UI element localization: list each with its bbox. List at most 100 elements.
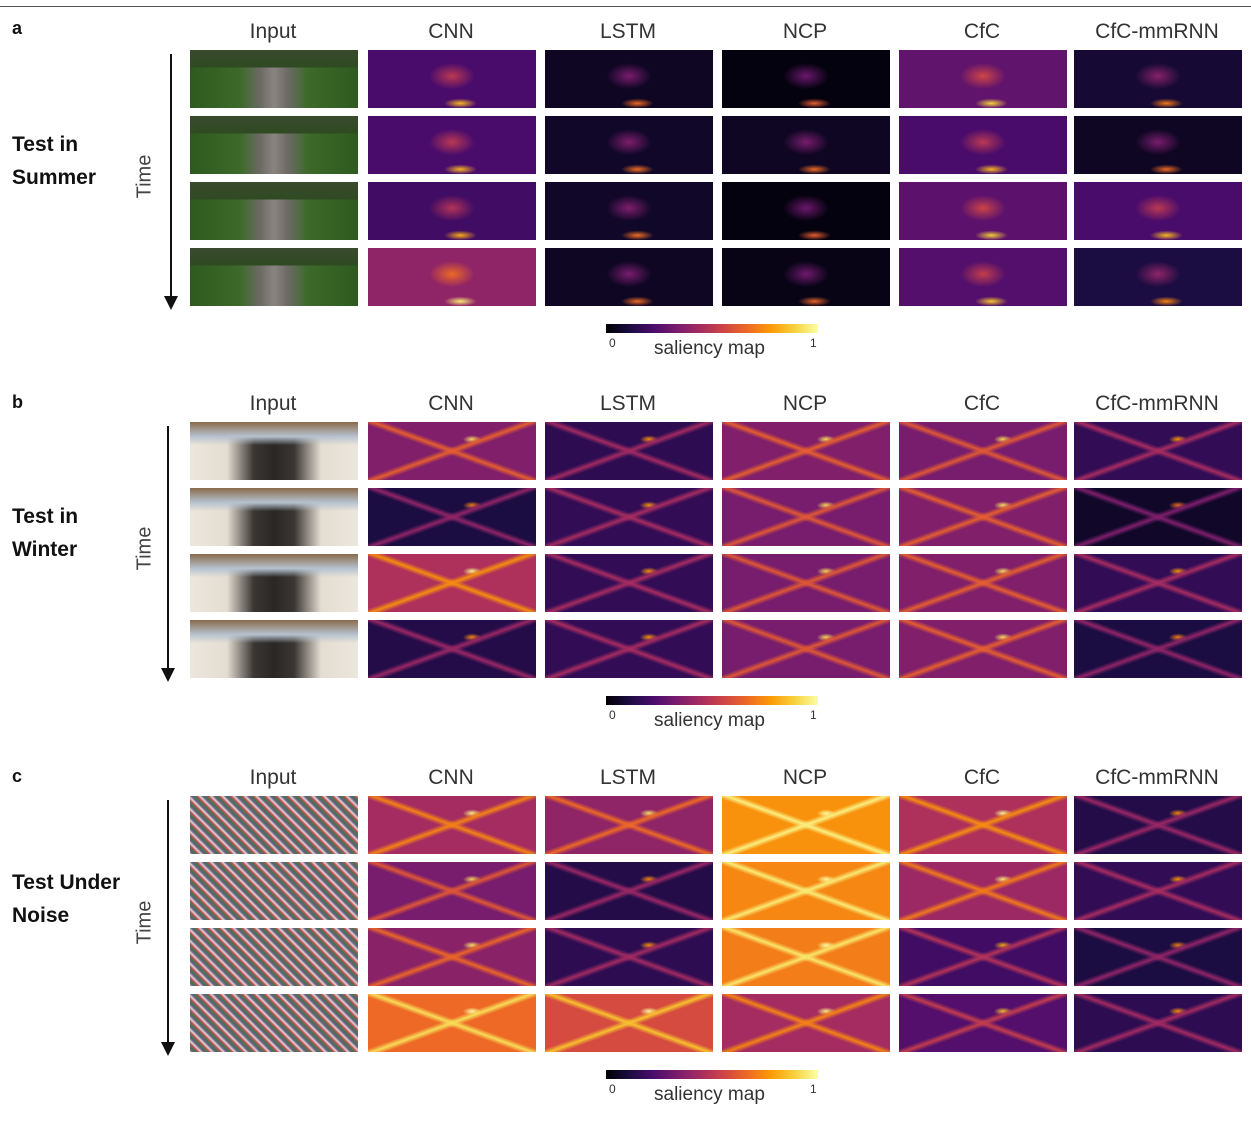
column-header-cfc: CfC [963, 766, 1001, 789]
input-frame [190, 796, 358, 854]
time-arrow-head [161, 668, 175, 682]
saliency-map-lstm [545, 862, 713, 920]
saliency-map-lstm [545, 488, 713, 546]
saliency-map-cfc [899, 928, 1067, 986]
saliency-map-ncp [722, 796, 890, 854]
saliency-map-cfc-mmrnn [1074, 248, 1242, 306]
saliency-map-cnn [368, 116, 536, 174]
panel-letter: b [12, 392, 23, 412]
input-frame [190, 620, 358, 678]
time-arrow-head [161, 1042, 175, 1056]
saliency-map-cfc [899, 488, 1067, 546]
input-frame [190, 862, 358, 920]
saliency-map-cfc-mmrnn [1074, 994, 1242, 1052]
colorbar-min-label: 0 [609, 1082, 616, 1096]
colorbar-label: saliency map [654, 1084, 765, 1105]
saliency-map-ncp [722, 182, 890, 240]
saliency-map-cfc-mmrnn [1074, 620, 1242, 678]
saliency-map-cfc-mmrnn [1074, 554, 1242, 612]
saliency-map-cfc-mmrnn [1074, 422, 1242, 480]
input-frame [190, 50, 358, 108]
column-header-input: Input [249, 392, 297, 415]
colorbar-label: saliency map [654, 710, 765, 731]
saliency-map-cnn [368, 620, 536, 678]
time-axis-label: Time [133, 154, 156, 199]
column-header-input: Input [249, 20, 297, 43]
time-axis-label: Time [133, 526, 156, 571]
panel-title: Test in Summer [12, 133, 97, 189]
column-header-cfc-mmrnn: CfC-mmRNN [1095, 766, 1219, 789]
panel-letter: c [12, 766, 23, 786]
saliency-map-cfc [899, 116, 1067, 174]
time-arrow-line [170, 54, 172, 298]
saliency-map-lstm [545, 50, 713, 108]
saliency-map-lstm [545, 182, 713, 240]
saliency-map-cfc-mmrnn [1074, 862, 1242, 920]
column-header-ncp: NCP [782, 20, 828, 43]
colorbar-label: saliency map [654, 338, 765, 359]
saliency-map-cfc [899, 248, 1067, 306]
input-frame [190, 248, 358, 306]
saliency-map-ncp [722, 116, 890, 174]
colorbar [606, 696, 818, 705]
column-header-cfc-mmrnn: CfC-mmRNN [1095, 392, 1219, 415]
saliency-map-ncp [722, 620, 890, 678]
column-header-cfc-mmrnn: CfC-mmRNN [1095, 20, 1219, 43]
column-header-lstm: LSTM [599, 766, 656, 789]
colorbar [606, 324, 818, 333]
saliency-map-cnn [368, 554, 536, 612]
panel-c: c Test Under Noise Time Input CNN LSTM NCP CfC C… [0, 756, 1251, 1128]
top-rule [0, 6, 1251, 7]
saliency-map-cfc [899, 50, 1067, 108]
saliency-map-lstm [545, 620, 713, 678]
saliency-map-lstm [545, 116, 713, 174]
input-frame [190, 488, 358, 546]
saliency-map-cnn [368, 422, 536, 480]
saliency-map-ncp [722, 554, 890, 612]
column-header-cnn: CNN [428, 392, 474, 415]
column-header-ncp: NCP [782, 392, 828, 415]
saliency-map-ncp [722, 928, 890, 986]
saliency-map-cfc [899, 796, 1067, 854]
column-header-input: Input [249, 766, 297, 789]
time-axis-label: Time [133, 900, 156, 945]
column-header-cfc: CfC [963, 392, 1001, 415]
time-arrow-line [167, 426, 169, 670]
saliency-map-cnn [368, 50, 536, 108]
input-frame [190, 116, 358, 174]
saliency-map-cfc-mmrnn [1074, 928, 1242, 986]
colorbar-max-label: 1 [810, 1082, 817, 1096]
input-frame [190, 554, 358, 612]
column-header-cnn: CNN [428, 20, 474, 43]
saliency-map-cnn [368, 248, 536, 306]
column-header-lstm: LSTM [599, 20, 656, 43]
saliency-map-cfc [899, 994, 1067, 1052]
colorbar-min-label: 0 [609, 336, 616, 350]
saliency-map-lstm [545, 928, 713, 986]
colorbar-max-label: 1 [810, 708, 817, 722]
saliency-map-lstm [545, 994, 713, 1052]
saliency-map-cfc [899, 554, 1067, 612]
saliency-map-cfc-mmrnn [1074, 796, 1242, 854]
colorbar [606, 1070, 818, 1079]
saliency-map-lstm [545, 422, 713, 480]
saliency-map-lstm [545, 554, 713, 612]
panel-letter: a [12, 18, 23, 38]
saliency-map-ncp [722, 422, 890, 480]
colorbar-min-label: 0 [609, 708, 616, 722]
panel-b: b Test in Winter Time Input CNN LSTM NCP CfC CfC… [0, 382, 1251, 754]
panel-title: Test in Winter [12, 505, 79, 561]
saliency-map-cfc-mmrnn [1074, 488, 1242, 546]
time-arrow-head [164, 296, 178, 310]
column-header-ncp: NCP [782, 766, 828, 789]
saliency-map-cnn [368, 928, 536, 986]
saliency-map-cfc-mmrnn [1074, 182, 1242, 240]
colorbar-max-label: 1 [810, 336, 817, 350]
saliency-map-cnn [368, 488, 536, 546]
saliency-map-cnn [368, 796, 536, 854]
saliency-map-cnn [368, 862, 536, 920]
saliency-map-cnn [368, 182, 536, 240]
panel-title: Test Under Noise [12, 871, 121, 927]
saliency-map-ncp [722, 50, 890, 108]
saliency-map-cfc-mmrnn [1074, 116, 1242, 174]
